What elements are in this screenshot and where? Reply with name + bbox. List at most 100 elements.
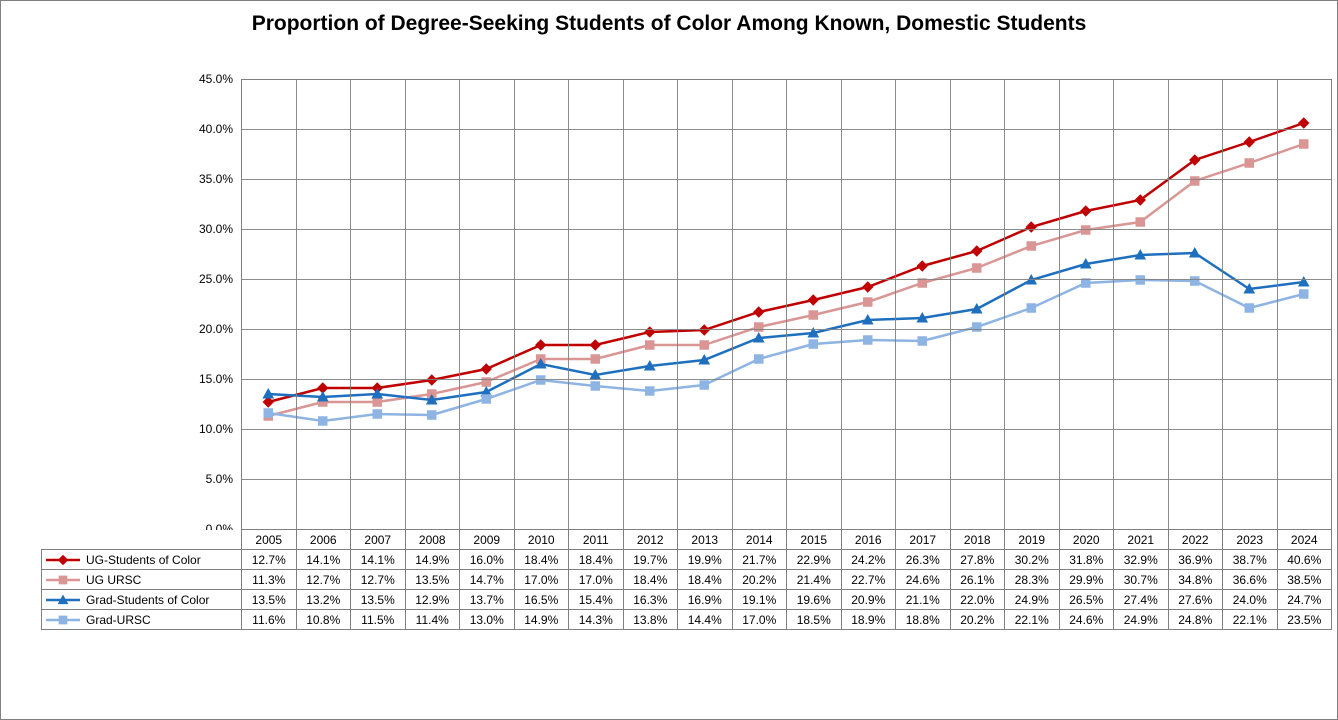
series-marker [863, 282, 873, 292]
data-cell: 29.9% [1059, 570, 1114, 590]
series-marker [591, 382, 600, 391]
grid-line-vertical [1168, 79, 1169, 529]
data-cell: 14.1% [351, 550, 406, 570]
series-marker [1027, 304, 1036, 313]
series-marker [373, 410, 382, 419]
series-marker [973, 264, 982, 273]
data-cell: 30.2% [1005, 550, 1060, 570]
series-marker [1299, 118, 1309, 128]
data-cell: 18.9% [841, 610, 896, 630]
data-cell: 14.9% [405, 550, 460, 570]
data-cell: 14.3% [569, 610, 624, 630]
data-cell: 13.5% [242, 590, 297, 610]
data-cell: 30.7% [1114, 570, 1169, 590]
data-cell: 32.9% [1114, 550, 1169, 570]
series-marker [537, 376, 546, 385]
legend-swatch [46, 594, 80, 606]
grid-line-vertical [1113, 79, 1114, 529]
year-header-cell: 2022 [1168, 530, 1223, 550]
grid-line-vertical [1222, 79, 1223, 529]
series-marker [264, 409, 273, 418]
data-cell: 19.6% [787, 590, 842, 610]
data-cell: 14.4% [678, 610, 733, 630]
year-header-cell: 2008 [405, 530, 460, 550]
data-cell: 16.9% [678, 590, 733, 610]
grid-line-vertical [1059, 79, 1060, 529]
series-marker [972, 246, 982, 256]
grid-line-vertical [296, 79, 297, 529]
year-header-cell: 2024 [1277, 530, 1332, 550]
year-header-cell: 2009 [460, 530, 515, 550]
series-marker [1026, 222, 1036, 232]
series-marker [428, 411, 437, 420]
year-header-cell: 2016 [841, 530, 896, 550]
y-axis-tick-label: 45.0% [199, 72, 241, 86]
data-cell: 11.6% [242, 610, 297, 630]
year-header-cell: 2019 [1005, 530, 1060, 550]
data-cell: 12.7% [242, 550, 297, 570]
grid-line-vertical [350, 79, 351, 529]
data-cell: 40.6% [1277, 550, 1332, 570]
series-marker [427, 375, 437, 385]
grid-line-vertical [732, 79, 733, 529]
year-header-cell: 2017 [896, 530, 951, 550]
data-cell: 24.0% [1223, 590, 1278, 610]
data-cell: 14.1% [296, 550, 351, 570]
data-cell: 36.9% [1168, 550, 1223, 570]
series-marker [536, 340, 546, 350]
chart-frame: Proportion of Degree-Seeking Students of… [0, 0, 1338, 720]
series-marker [590, 340, 600, 350]
data-cell: 24.2% [841, 550, 896, 570]
series-marker [864, 336, 873, 345]
year-row: 2005200620072008200920102011201220132014… [42, 530, 1332, 550]
data-cell: 17.0% [732, 610, 787, 630]
grid-line-vertical [950, 79, 951, 529]
series-row: UG-Students of Color12.7%14.1%14.1%14.9%… [42, 550, 1332, 570]
series-marker [755, 355, 764, 364]
series-marker [1136, 276, 1145, 285]
grid-line-vertical [677, 79, 678, 529]
legend-cell: UG-Students of Color [42, 550, 242, 570]
legend-swatch [46, 614, 80, 626]
series-marker [918, 279, 927, 288]
year-header-cell: 2018 [950, 530, 1005, 550]
data-cell: 13.5% [351, 590, 406, 610]
series-marker [1245, 304, 1254, 313]
series-marker [917, 261, 927, 271]
series-marker [1300, 290, 1309, 299]
data-cell: 36.6% [1223, 570, 1278, 590]
data-cell: 22.0% [950, 590, 1005, 610]
data-cell: 18.8% [896, 610, 951, 630]
legend-cell: UG URSC [42, 570, 242, 590]
data-cell: 14.9% [514, 610, 569, 630]
chart-title: Proportion of Degree-Seeking Students of… [1, 1, 1337, 37]
data-cell: 11.5% [351, 610, 406, 630]
data-cell: 26.5% [1059, 590, 1114, 610]
series-marker [646, 387, 655, 396]
data-cell: 22.9% [787, 550, 842, 570]
legend-label: Grad-Students of Color [86, 593, 209, 607]
data-cell: 16.5% [514, 590, 569, 610]
grid-line-vertical [895, 79, 896, 529]
year-header-cell: 2014 [732, 530, 787, 550]
year-header-cell: 2011 [569, 530, 624, 550]
year-header-cell: 2013 [678, 530, 733, 550]
data-cell: 24.7% [1277, 590, 1332, 610]
grid-line-vertical [514, 79, 515, 529]
data-cell: 26.1% [950, 570, 1005, 590]
data-cell: 19.7% [623, 550, 678, 570]
data-cell: 20.2% [732, 570, 787, 590]
year-header-cell: 2012 [623, 530, 678, 550]
data-cell: 34.8% [1168, 570, 1223, 590]
data-cell: 10.8% [296, 610, 351, 630]
data-cell: 11.3% [242, 570, 297, 590]
series-marker [319, 417, 328, 426]
data-cell: 13.5% [405, 570, 460, 590]
data-cell: 38.5% [1277, 570, 1332, 590]
grid-line-vertical [786, 79, 787, 529]
data-cell: 23.5% [1277, 610, 1332, 630]
year-header-cell: 2006 [296, 530, 351, 550]
y-axis-tick-label: 20.0% [199, 322, 241, 336]
legend-swatch [46, 554, 80, 566]
year-header-cell: 2010 [514, 530, 569, 550]
